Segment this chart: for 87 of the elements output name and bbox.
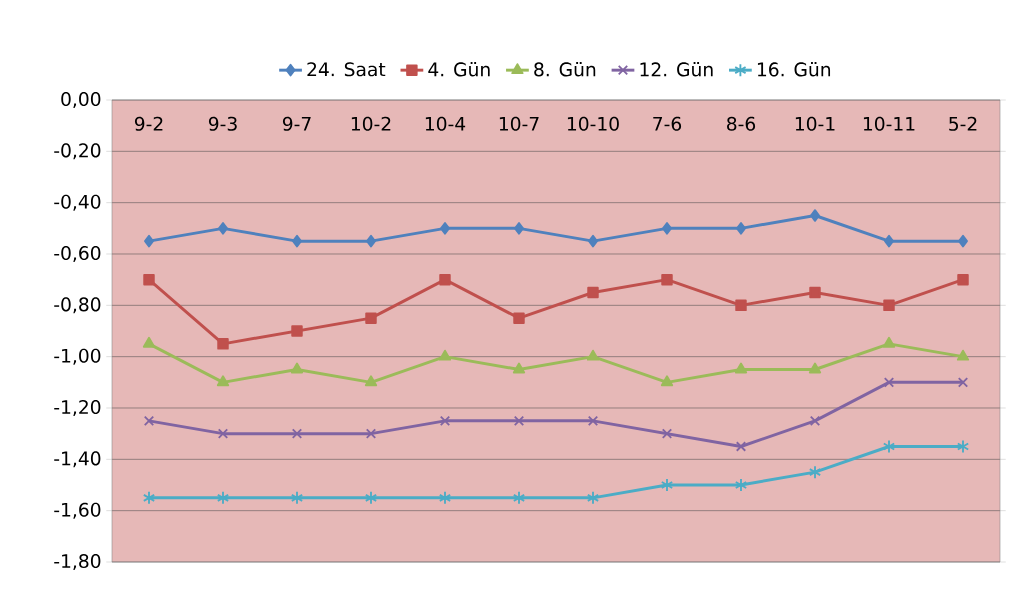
point (143, 273, 155, 286)
point (142, 490, 156, 505)
point (440, 222, 450, 235)
y-tick-label: -0,20 (54, 143, 101, 160)
point (514, 222, 524, 235)
point (587, 415, 599, 427)
point (142, 336, 156, 348)
y-tick-label: -1,00 (54, 348, 101, 365)
point (735, 299, 747, 312)
point (956, 439, 970, 454)
legend-label: 8. Gün (534, 62, 596, 77)
point (513, 415, 525, 427)
point (588, 234, 598, 248)
point (365, 312, 377, 324)
point (439, 415, 451, 427)
point (957, 273, 969, 286)
point (808, 465, 822, 480)
point (809, 286, 821, 299)
point (290, 362, 304, 374)
x-tick-label: 9-3 (208, 116, 237, 131)
x-tick-label: 10-7 (499, 116, 539, 131)
x-tick-label: 9-7 (282, 116, 311, 131)
y-tick-label: -1,40 (54, 451, 101, 468)
point (512, 362, 526, 374)
point (586, 490, 600, 505)
y-tick-label: -1,60 (54, 502, 101, 519)
point (216, 375, 230, 387)
point (956, 349, 970, 361)
point (439, 273, 451, 286)
point (366, 234, 376, 248)
x-tick-label: 7-6 (653, 116, 682, 131)
x-tick-label: 10-4 (425, 116, 466, 131)
point (736, 222, 746, 235)
point (292, 234, 302, 248)
point (216, 490, 230, 505)
point (662, 222, 672, 235)
point (957, 377, 969, 388)
point (884, 234, 894, 248)
x-tick-label: 10-1 (795, 116, 835, 131)
x-tick-label: 5-2 (949, 116, 977, 131)
legend-label: 4. Gün (428, 62, 490, 77)
x-tick-label: 8-6 (727, 116, 756, 131)
point (883, 299, 895, 312)
point (438, 349, 452, 361)
point (513, 312, 525, 324)
point (810, 209, 820, 222)
point (438, 490, 452, 505)
point (218, 222, 228, 235)
point (364, 375, 378, 387)
point (809, 415, 821, 427)
point (734, 362, 748, 374)
point (587, 286, 599, 299)
point (365, 428, 377, 439)
y-tick-label: -1,20 (54, 399, 101, 417)
point (290, 490, 304, 505)
x-tick-label: 10-11 (863, 116, 915, 131)
point (291, 428, 303, 439)
point (217, 428, 229, 439)
point (660, 375, 674, 387)
point (586, 349, 600, 361)
point (512, 490, 526, 505)
point (364, 490, 378, 505)
point (217, 338, 229, 350)
point (883, 377, 895, 388)
x-tick-label: 10-2 (351, 116, 391, 131)
point (661, 273, 673, 286)
point (958, 234, 968, 248)
y-tick-label: -0,80 (54, 297, 101, 314)
y-tick-label: 0,00 (61, 91, 101, 109)
point (660, 478, 674, 492)
point (144, 234, 154, 248)
legend-label: 24. Saat (307, 62, 386, 77)
legend-label: 16. Gün (757, 62, 831, 77)
point (808, 362, 822, 374)
y-tick-label: -0,40 (54, 194, 101, 211)
point (661, 428, 673, 439)
point (291, 325, 303, 337)
point (734, 478, 748, 492)
x-tick-label: 9-2 (134, 116, 163, 131)
point (735, 441, 747, 452)
y-tick-label: -0,60 (54, 245, 101, 263)
y-tick-label: -1,80 (54, 553, 101, 571)
legend-label: 12. Gün (640, 62, 713, 77)
point (882, 336, 896, 348)
point (143, 415, 155, 427)
x-tick-label: 10-10 (567, 116, 619, 131)
point (882, 439, 896, 454)
